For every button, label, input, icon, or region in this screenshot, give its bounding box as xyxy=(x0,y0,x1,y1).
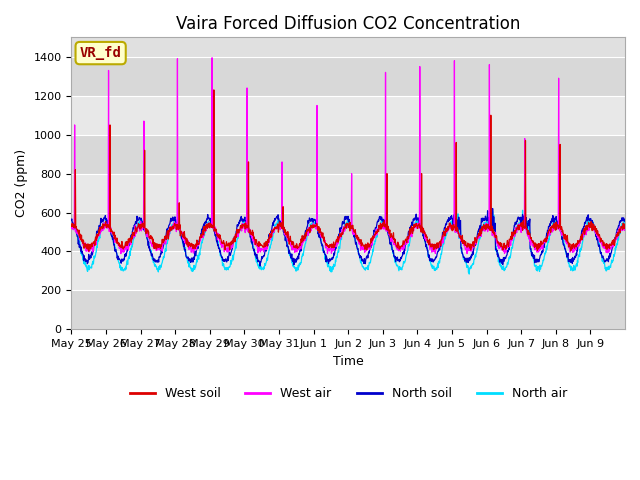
Bar xyxy=(72,213,625,252)
Bar xyxy=(72,57,625,96)
Bar xyxy=(72,252,625,290)
X-axis label: Time: Time xyxy=(333,355,364,368)
Text: VR_fd: VR_fd xyxy=(80,46,122,60)
Y-axis label: CO2 (ppm): CO2 (ppm) xyxy=(15,149,28,217)
Bar xyxy=(72,96,625,135)
Title: Vaira Forced Diffusion CO2 Concentration: Vaira Forced Diffusion CO2 Concentration xyxy=(176,15,520,33)
Bar xyxy=(72,135,625,174)
Legend: West soil, West air, North soil, North air: West soil, West air, North soil, North a… xyxy=(125,382,572,405)
Bar xyxy=(72,290,625,329)
Bar xyxy=(72,174,625,213)
